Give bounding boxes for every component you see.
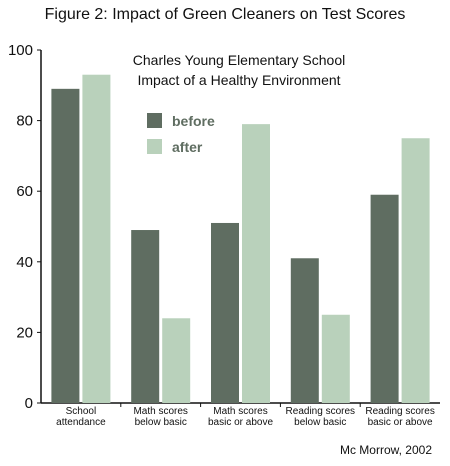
chart-bars — [51, 74, 430, 404]
legend-swatch-after — [147, 139, 162, 154]
source-credit: Mc Morrow, 2002 — [340, 443, 432, 457]
bar-after-3 — [321, 314, 350, 403]
bar-before-4 — [370, 194, 399, 403]
chart-axes: 0 20 40 60 80 100 — [8, 42, 440, 412]
y-tick-label: 20 — [16, 324, 33, 341]
x-tick-label: basic or above — [208, 417, 273, 428]
x-tick-label: Reading scores — [365, 406, 434, 417]
x-tick-label: attendance — [56, 417, 106, 428]
bar-before-0 — [51, 88, 80, 403]
bar-after-2 — [242, 124, 270, 403]
bar-before-1 — [131, 230, 160, 403]
y-tick-label: 40 — [16, 254, 33, 271]
y-tick-label: 0 — [25, 395, 33, 412]
x-tick-label: below basic — [135, 417, 187, 428]
bar-before-3 — [290, 258, 319, 403]
x-tick-label: School — [66, 406, 97, 417]
bar-after-1 — [162, 318, 191, 403]
x-tick-label: Math scores — [213, 406, 267, 417]
legend-label-after: after — [172, 139, 203, 155]
y-tick-label: 60 — [16, 183, 33, 200]
y-tick-label: 80 — [16, 113, 33, 130]
x-tick-label: Math scores — [133, 406, 187, 417]
legend-label-before: before — [172, 113, 215, 129]
chart-legend: before after — [147, 113, 215, 155]
bar-after-4 — [401, 138, 430, 403]
figure-title: Figure 2: Impact of Green Cleaners on Te… — [44, 6, 406, 23]
x-tick-label: below basic — [294, 417, 346, 428]
legend-swatch-before — [147, 113, 162, 128]
y-tick-label: 100 — [8, 42, 33, 59]
bar-before-2 — [211, 222, 239, 403]
x-tick-label: Reading scores — [286, 406, 355, 417]
chart-title: Charles Young Elementary School — [133, 52, 345, 68]
bar-after-0 — [82, 74, 111, 404]
x-tick-label: basic or above — [368, 417, 433, 428]
chart-subtitle: Impact of a Healthy Environment — [137, 72, 340, 88]
